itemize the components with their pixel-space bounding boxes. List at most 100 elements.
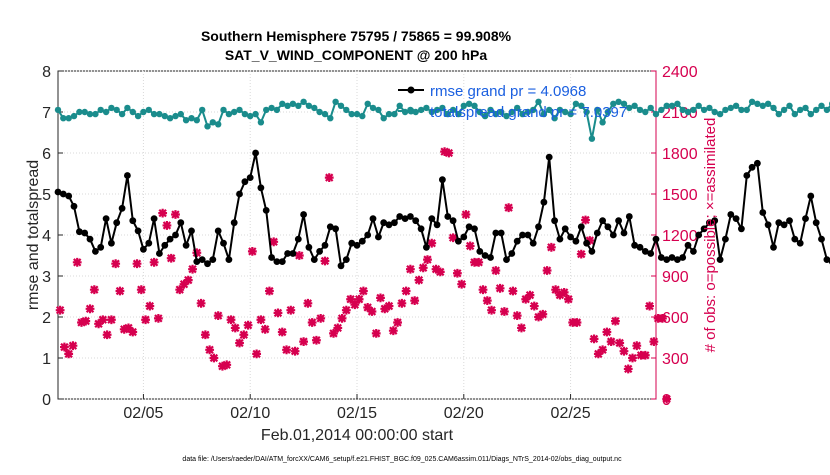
series-point [71,113,77,119]
x-tick-label: 02/25 [551,405,591,422]
obs-marker [227,315,236,324]
series-point [338,262,345,269]
obs-marker [372,329,381,338]
series-point [450,217,457,224]
obs-marker [333,324,342,333]
series-point [220,240,227,247]
obs-marker [98,315,107,324]
series-point [167,236,174,243]
series-point [589,136,595,142]
series-point [135,113,141,119]
series-point [754,160,761,167]
obs-marker [312,336,321,345]
series-point [370,215,377,222]
left-tick-label: 7 [42,105,51,122]
series-point [717,111,723,117]
obs-marker [602,328,611,337]
series-point [514,238,521,245]
obs-marker [150,258,159,267]
series-point [279,258,286,265]
series-point [770,244,777,251]
series-point [306,244,313,251]
series-point [813,219,820,226]
obs-marker [154,314,163,323]
series-point [759,209,766,216]
obs-marker [573,318,582,327]
obs-marker [188,265,197,274]
right-tick-label: 1800 [662,146,698,163]
obs-marker [116,287,125,296]
series-point [327,115,333,121]
obs-marker [239,330,248,339]
obs-marker [641,351,650,360]
series-point [332,225,339,232]
series-point [236,107,242,113]
obs-marker [64,350,73,359]
series-point [220,107,226,113]
series-point [252,150,259,157]
series-point [744,107,750,113]
obs-marker [235,339,244,348]
left-tick-label: 1 [42,351,51,368]
legend-rmse-marker [408,87,415,94]
footnote: data file: /Users/raeder/DAI/ATM_forcXX/… [182,456,622,463]
series-point [258,119,264,125]
series-point [295,236,302,243]
series-point [113,219,120,226]
obs-marker [137,285,146,294]
series-point [824,107,830,113]
right-tick-label: 2400 [662,64,698,81]
obs-marker [368,307,377,316]
obs-marker [171,210,180,219]
obs-marker [504,203,513,212]
series-point [813,107,819,113]
series-point [508,250,515,257]
obs-marker [632,341,641,350]
right-tick-label: 900 [662,269,689,286]
series-point [55,107,61,113]
series-point [786,217,793,224]
obs-marker [543,266,552,275]
series-point [103,215,110,222]
series-point [797,240,804,247]
obs-marker [487,306,496,315]
series-point [722,236,729,243]
right-tick-label: 1200 [662,228,698,245]
obs-marker [402,287,411,296]
series-point [818,103,824,109]
series-point [647,250,654,257]
series-point [343,107,349,113]
series-point [621,230,628,237]
series-point [605,223,612,230]
obs-marker [581,216,590,225]
obs-marker [658,314,667,323]
series-point [653,236,660,243]
series-point [338,103,344,109]
series-point [209,256,216,263]
obs-marker [197,299,206,308]
x-tick-label: 02/20 [444,405,484,422]
obs-marker [342,306,351,315]
left-tick-label: 2 [42,310,51,327]
series-point [114,107,120,113]
series-point [765,221,772,228]
series-point [439,176,446,183]
obs-marker [261,325,270,334]
series-point [316,248,323,255]
obs-marker [577,250,586,259]
series-point [322,242,329,249]
y-axis-label-right: # of obs: o=possible; ×=assimilated [702,118,719,353]
series-point [685,242,692,249]
series-point [428,215,435,222]
obs-marker [248,247,257,256]
left-tick-label: 4 [42,228,51,245]
obs-marker [419,263,428,272]
obs-marker [385,302,394,311]
obs-marker [397,299,406,308]
series-point [786,103,792,109]
series-point [183,242,190,249]
series-point [696,103,702,109]
series-point [498,230,505,237]
obs-marker [184,276,193,285]
